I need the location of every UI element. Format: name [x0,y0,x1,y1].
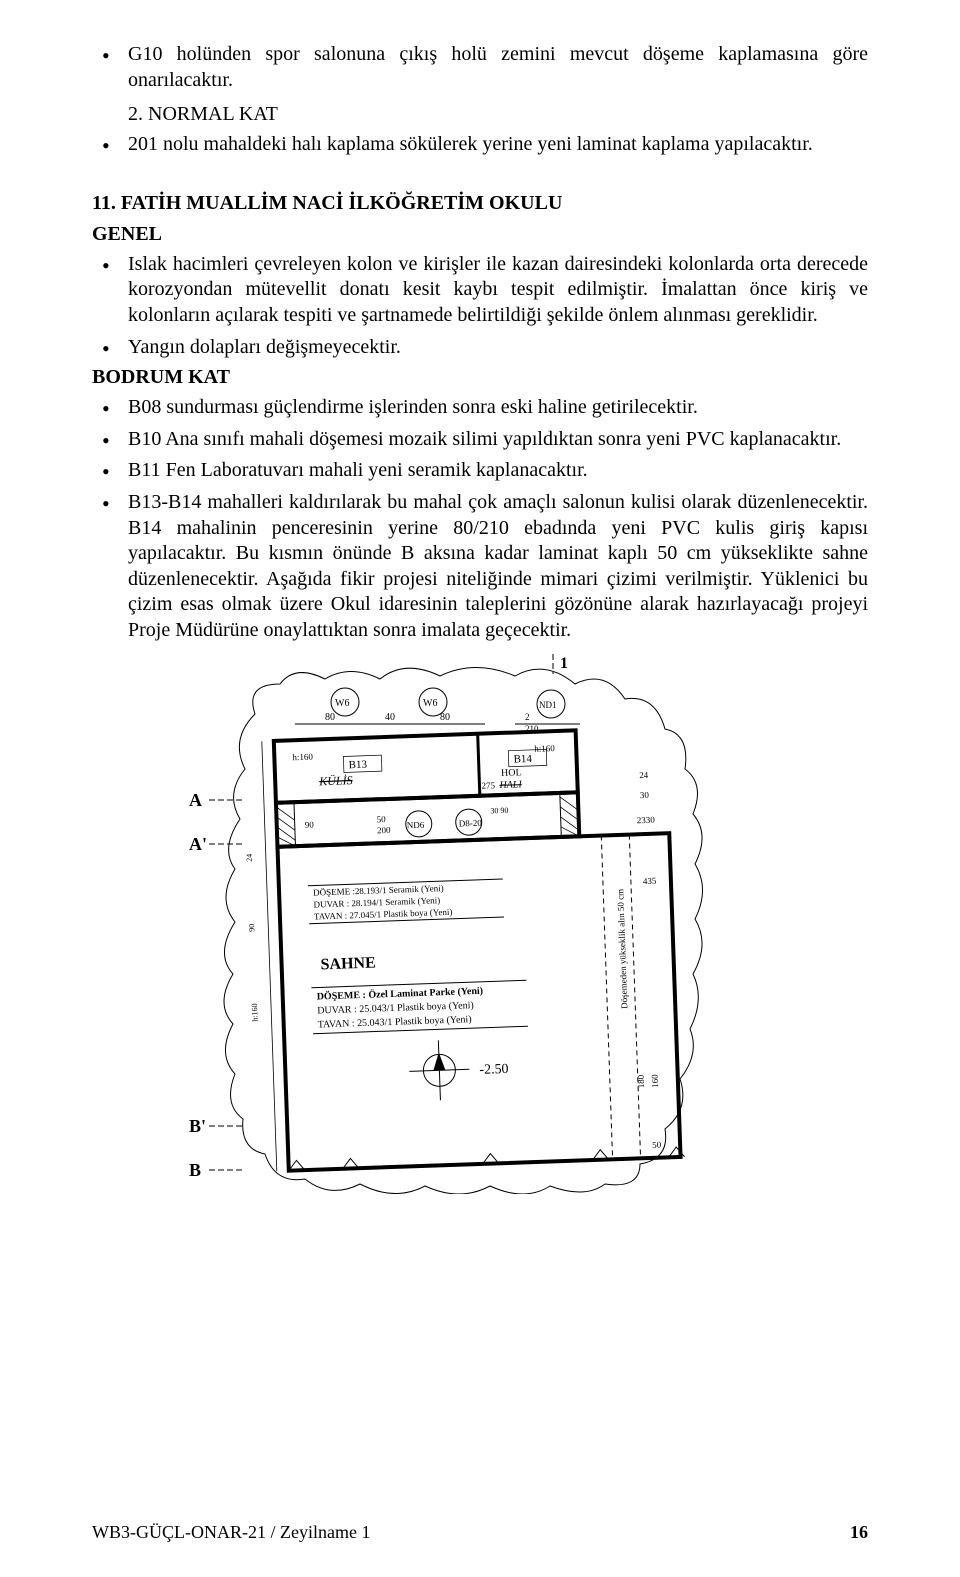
d30r: 30 [640,789,650,799]
d275: 275 [481,780,495,790]
axis-Bp: B' [189,1116,206,1136]
kulis-label: KÜLİS [318,772,353,788]
dim-80b: 80 [440,712,450,723]
hol-label2: HALI [498,779,522,791]
d30-90: D8-20 [459,817,483,828]
boundary-path [224,667,703,1194]
genel-heading: GENEL [92,223,868,246]
list-item: B08 sundurması güçlendirme işlerinden so… [92,395,868,421]
tavan2: TAVAN : 25.043/1 Plastik boya (Yeni) [318,1014,472,1030]
d24l: 24 [639,769,649,779]
d90l: 90 [305,819,315,829]
dim-210: 2 [525,712,530,722]
axis-Ap: A' [189,834,207,854]
list-item: B13-B14 mahalleri kaldırılarak bu mahal … [92,490,868,644]
list-item: B10 Ana sınıfı mahali döşemesi mozaik si… [92,427,868,453]
nd1: ND1 [539,700,557,710]
axis-A: A [189,790,202,810]
axis-1-label: 1 [560,655,568,672]
list-item: Islak hacimleri çevreleyen kolon ve kiri… [92,252,868,329]
genel-bullets: Islak hacimleri çevreleyen kolon ve kiri… [92,252,868,360]
d30-90b: 30 90 [490,805,508,815]
d160: 160 [650,1073,660,1087]
left-dim-160: h:160 [250,1003,260,1022]
list-item: 201 nolu mahaldeki halı kaplama sökülere… [92,132,868,158]
hol-label1: HOL [501,767,522,779]
section-2-bullets: 201 nolu mahaldeki halı kaplama sökülere… [92,132,868,158]
side-note: Döşemeden yükseklik alın 50 cm [615,888,629,1008]
d2330-h: 2330 [637,814,656,825]
axis-B: B [189,1160,201,1180]
d435: 435 [643,875,657,885]
b13-label: B13 [348,758,367,771]
d50r: 50 [652,1139,662,1149]
intro-bullet-list: G10 holünden spor salonuna çıkış holü ze… [92,42,868,93]
bodrum-bullets: B08 sundurması güçlendirme işlerinden so… [92,395,868,643]
right-dashed-line [601,835,612,1159]
dim-80a: 80 [325,712,335,723]
d50: 50 [376,814,386,824]
list-item: B11 Fen Laboratuvarı mahali yeni seramik… [92,458,868,484]
h160-right: h:160 [534,743,555,754]
left-dim-24: 24 [245,853,254,861]
page-footer: WB3-GÜÇL-ONAR-21 / Zeyilname 1 16 [92,1522,868,1543]
bodrum-heading: BODRUM KAT [92,366,868,389]
footer-page-number: 16 [850,1522,868,1543]
list-item: Yangın dolapları değişmeyecektir. [92,335,868,361]
d180: 180 [636,1074,646,1088]
list-item: G10 holünden spor salonuna çıkış holü ze… [92,42,868,93]
h160-left: h:160 [292,751,313,762]
w6-a: W6 [335,698,349,709]
architectural-figure: 1 A A' B' B W6 W6 80 40 80 ND1 2 210 B13… [92,654,868,1194]
right-dashed-line-2 [629,834,640,1158]
d200: 200 [377,824,391,834]
left-dim-90: 90 [247,923,256,931]
section-2-heading: 2. NORMAL KAT [92,103,868,126]
w6-b: W6 [423,698,437,709]
north-symbol-icon [408,1039,470,1101]
b14-label: B14 [513,752,532,765]
dim-40: 40 [385,712,395,723]
section-11-title: 11. FATİH MUALLİM NACİ İLKÖĞRETİM OKULU [92,192,868,215]
plan-drawing-svg: 1 A A' B' B W6 W6 80 40 80 ND1 2 210 B13… [185,654,775,1194]
nd6: ND6 [407,819,425,830]
sahne-label: SAHNE [320,954,376,973]
footer-left: WB3-GÜÇL-ONAR-21 / Zeyilname 1 [92,1522,370,1543]
b13-b14-divider [478,733,480,795]
level-text: -2.50 [479,1061,509,1077]
